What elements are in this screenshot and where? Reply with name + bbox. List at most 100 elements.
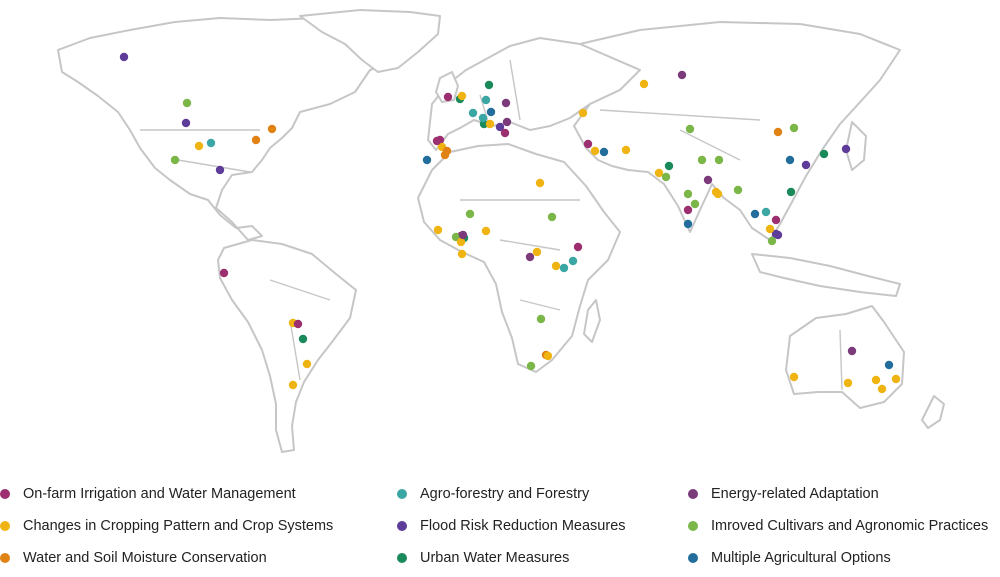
- map-marker-energy: [525, 252, 535, 262]
- map-marker-changes-cropping: [457, 249, 467, 259]
- map-marker-flood-risk: [119, 52, 129, 62]
- map-marker-improved-cultivars: [690, 199, 700, 209]
- markers-layer: [119, 52, 901, 394]
- map-marker-agro-forestry: [568, 256, 578, 266]
- legend-label: Multiple Agricultural Options: [711, 550, 891, 566]
- map-marker-multiple-agri: [683, 219, 693, 229]
- legend-label: Water and Soil Moisture Conservation: [23, 550, 267, 566]
- map-marker-changes-cropping: [871, 375, 881, 385]
- map-marker-improved-cultivars: [182, 98, 192, 108]
- map-marker-improved-cultivars: [547, 212, 557, 222]
- map-marker-flood-risk: [215, 165, 225, 175]
- map-marker-changes-cropping: [535, 178, 545, 188]
- map-marker-improved-cultivars: [714, 155, 724, 165]
- map-marker-changes-cropping: [485, 119, 495, 129]
- continents: [57, 9, 945, 453]
- legend-label: Energy-related Adaptation: [711, 486, 879, 502]
- legend-dot: [688, 489, 698, 499]
- legend-item-energy: Energy-related Adaptation: [688, 486, 879, 502]
- map-marker-changes-cropping: [481, 226, 491, 236]
- legend-label: Flood Risk Reduction Measures: [420, 518, 626, 534]
- map-marker-agro-forestry: [559, 263, 569, 273]
- map-marker-changes-cropping: [843, 378, 853, 388]
- map-marker-changes-cropping: [590, 146, 600, 156]
- map-marker-flood-risk: [495, 122, 505, 132]
- map-marker-flood-risk: [841, 144, 851, 154]
- map-marker-improved-cultivars: [465, 209, 475, 219]
- map-marker-changes-cropping: [789, 372, 799, 382]
- map-marker-on-farm-irrigation: [683, 205, 693, 215]
- map-marker-multiple-agri: [599, 147, 609, 157]
- map-marker-urban-water: [786, 187, 796, 197]
- map-marker-changes-cropping: [457, 91, 467, 101]
- map-marker-changes-cropping: [551, 261, 561, 271]
- map-marker-energy: [677, 70, 687, 80]
- map-marker-energy: [502, 117, 512, 127]
- uk-landmass: [435, 71, 459, 103]
- map-marker-flood-risk: [801, 160, 811, 170]
- map-marker-improved-cultivars: [767, 236, 777, 246]
- map-marker-changes-cropping: [765, 224, 775, 234]
- new-zealand-landmass: [921, 395, 945, 429]
- map-marker-agro-forestry: [468, 108, 478, 118]
- legend-item-urban-water: Urban Water Measures: [397, 550, 569, 566]
- map-marker-changes-cropping: [532, 247, 542, 257]
- legend-label: Urban Water Measures: [420, 550, 570, 566]
- map-marker-agro-forestry: [206, 138, 216, 148]
- map-marker-energy: [501, 98, 511, 108]
- map-marker-changes-cropping: [891, 374, 901, 384]
- map-marker-water-soil: [773, 127, 783, 137]
- japan-landmass: [845, 121, 867, 171]
- map-marker-changes-cropping: [288, 380, 298, 390]
- map-marker-energy: [847, 346, 857, 356]
- map-marker-improved-cultivars: [526, 361, 536, 371]
- legend-item-changes-cropping: Changes in Cropping Pattern and Crop Sys…: [0, 518, 333, 534]
- legend-dot: [397, 553, 407, 563]
- map-marker-multiple-agri: [884, 360, 894, 370]
- map-marker-energy: [458, 230, 468, 240]
- map-marker-on-farm-irrigation: [432, 136, 442, 146]
- map-marker-agro-forestry: [481, 95, 491, 105]
- map-marker-changes-cropping: [621, 145, 631, 155]
- map-marker-water-soil: [267, 124, 277, 134]
- map-marker-changes-cropping: [433, 225, 443, 235]
- legend-label: Changes in Cropping Pattern and Crop Sys…: [23, 518, 334, 534]
- map-marker-urban-water: [484, 80, 494, 90]
- map-marker-changes-cropping: [639, 79, 649, 89]
- map-marker-water-soil: [251, 135, 261, 145]
- legend-item-on-farm-irrigation: On-farm Irrigation and Water Management: [0, 486, 296, 502]
- indonesia-landmass: [751, 253, 901, 297]
- map-marker-on-farm-irrigation: [573, 242, 583, 252]
- madagascar-landmass: [583, 299, 601, 343]
- map-marker-on-farm-irrigation: [771, 215, 781, 225]
- map-marker-on-farm-irrigation: [219, 268, 229, 278]
- map-marker-on-farm-irrigation: [583, 139, 593, 149]
- map-marker-improved-cultivars: [536, 314, 546, 324]
- map-marker-improved-cultivars: [789, 123, 799, 133]
- map-marker-changes-cropping: [194, 141, 204, 151]
- map-marker-improved-cultivars: [661, 172, 671, 182]
- legend-item-improved-cultivars: Imroved Cultivars and Agronomic Practice…: [688, 518, 988, 534]
- legend-dot: [688, 553, 698, 563]
- map-marker-multiple-agri: [785, 155, 795, 165]
- map-marker-water-soil: [442, 146, 452, 156]
- map-marker-improved-cultivars: [685, 124, 695, 134]
- map-marker-on-farm-irrigation: [443, 92, 453, 102]
- map-marker-agro-forestry: [478, 113, 488, 123]
- legend: On-farm Irrigation and Water Management C…: [0, 478, 1000, 573]
- map-marker-urban-water: [664, 161, 674, 171]
- legend-item-water-soil: Water and Soil Moisture Conservation: [0, 550, 267, 566]
- map-marker-on-farm-irrigation: [293, 319, 303, 329]
- map-marker-improved-cultivars: [697, 155, 707, 165]
- south-america-landmass: [217, 239, 357, 453]
- legend-dot: [397, 489, 407, 499]
- greenland-landmass: [299, 9, 441, 73]
- map-marker-improved-cultivars: [170, 155, 180, 165]
- legend-dot: [0, 521, 10, 531]
- map-marker-urban-water: [298, 334, 308, 344]
- australia-landmass: [785, 305, 905, 409]
- map-marker-flood-risk: [181, 118, 191, 128]
- map-marker-agro-forestry: [761, 207, 771, 217]
- asia-landmass: [573, 21, 901, 241]
- map-marker-improved-cultivars: [683, 189, 693, 199]
